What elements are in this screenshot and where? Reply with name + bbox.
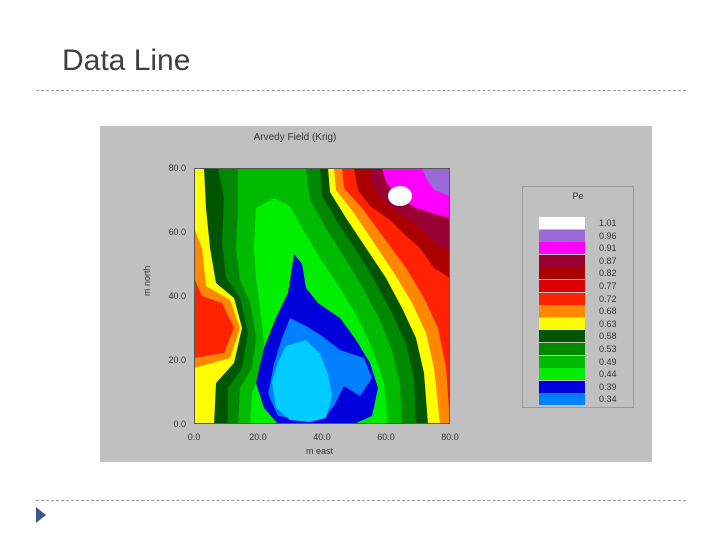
legend-label: 0.49	[599, 356, 617, 367]
legend: Pe 1.01 0.96 0.91 0.87 0.82 0.77 0.72 0.68 0.63 0…	[522, 186, 634, 408]
legend-label: 0.68	[599, 306, 617, 317]
legend-label: 0.39	[599, 381, 617, 392]
legend-swatch	[539, 280, 585, 292]
y-tick-label: 80.0	[168, 163, 186, 173]
legend-swatch	[539, 217, 585, 229]
x-tick-label: 60.0	[377, 432, 395, 442]
legend-title: Pe	[572, 191, 584, 201]
legend-label: 0.77	[599, 281, 617, 291]
y-tick-label: 60.0	[168, 227, 186, 237]
legend-swatch	[539, 267, 585, 280]
y-tick-label: 20.0	[168, 355, 186, 365]
legend-swatch	[539, 393, 585, 406]
legend-label: 0.34	[599, 394, 617, 405]
x-tick-label: 20.0	[249, 432, 267, 442]
y-axis-label: m north	[142, 265, 152, 296]
legend-label: 0.91	[599, 243, 617, 254]
legend-label: 0.53	[599, 344, 617, 354]
legend-label: 0.72	[599, 293, 617, 304]
legend-swatch	[539, 254, 585, 267]
y-tick-label: 40.0	[168, 291, 186, 301]
contour-plot	[194, 168, 450, 424]
legend-swatch	[539, 242, 585, 255]
contour-band-purple	[422, 168, 450, 196]
bullet-arrow-icon	[36, 507, 46, 523]
top-divider	[36, 90, 686, 91]
y-tick-label: 0.0	[173, 419, 186, 429]
x-tick-label: 80.0	[441, 432, 459, 442]
legend-label: 0.58	[599, 331, 617, 342]
legend-swatch	[539, 355, 585, 368]
legend-swatch	[539, 368, 585, 381]
legend-label: 0.87	[599, 255, 617, 266]
legend-label: 0.44	[599, 369, 617, 380]
plot-frame	[194, 168, 450, 424]
legend-label: 0.82	[599, 268, 617, 279]
legend-swatch	[539, 305, 585, 318]
legend-label: 0.96	[599, 230, 617, 241]
bottom-divider	[36, 500, 686, 501]
x-axis-label: m east	[306, 446, 334, 456]
x-tick-label: 40.0	[313, 432, 331, 442]
legend-label: 1.01	[599, 218, 617, 228]
legend-label: 0.63	[599, 318, 617, 329]
contour-band-cyan	[272, 340, 332, 422]
slide-title: Data Line	[62, 44, 191, 77]
x-tick-label: 0.0	[187, 432, 201, 442]
legend-swatch	[539, 343, 585, 355]
chart-panel: Arvedy Field (Krig) 80.0 60.0 40.0 20.0 …	[100, 126, 652, 462]
legend-swatch	[539, 380, 585, 393]
legend-swatch	[539, 317, 585, 330]
legend-swatch	[539, 330, 585, 343]
legend-swatch	[539, 229, 585, 242]
contour-band-white	[388, 186, 412, 206]
chart-title: Arvedy Field (Krig)	[253, 132, 337, 143]
legend-swatch	[539, 292, 585, 305]
